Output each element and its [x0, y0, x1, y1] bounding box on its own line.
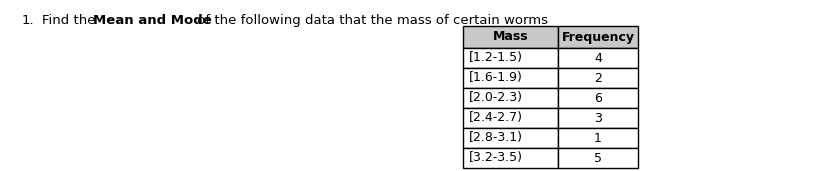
- Text: [2.8-3.1): [2.8-3.1): [468, 131, 523, 144]
- Bar: [462, 148, 557, 168]
- Text: [1.2-1.5): [1.2-1.5): [468, 51, 523, 64]
- Bar: [557, 108, 638, 128]
- Bar: [462, 26, 557, 48]
- Bar: [557, 148, 638, 168]
- Text: 6: 6: [593, 91, 601, 104]
- Text: 1: 1: [593, 131, 601, 144]
- Bar: [557, 48, 638, 68]
- Text: Mass: Mass: [492, 30, 528, 43]
- Text: [3.2-3.5): [3.2-3.5): [468, 152, 523, 165]
- Text: 5: 5: [593, 152, 601, 165]
- Bar: [462, 68, 557, 88]
- Bar: [557, 68, 638, 88]
- Bar: [462, 88, 557, 108]
- Text: 1.: 1.: [22, 14, 35, 27]
- Text: [2.0-2.3): [2.0-2.3): [468, 91, 523, 104]
- Text: Mean and Mode: Mean and Mode: [93, 14, 212, 27]
- Bar: [557, 26, 638, 48]
- Text: of the following data that the mass of certain worms: of the following data that the mass of c…: [193, 14, 547, 27]
- Bar: [557, 128, 638, 148]
- Bar: [557, 88, 638, 108]
- Text: Find the: Find the: [42, 14, 99, 27]
- Bar: [462, 48, 557, 68]
- Text: 2: 2: [593, 71, 601, 84]
- Bar: [462, 128, 557, 148]
- Text: [2.4-2.7): [2.4-2.7): [468, 111, 523, 124]
- Text: [1.6-1.9): [1.6-1.9): [468, 71, 522, 84]
- Text: 4: 4: [593, 51, 601, 64]
- Text: 3: 3: [593, 111, 601, 124]
- Text: Frequency: Frequency: [561, 30, 633, 43]
- Bar: [462, 108, 557, 128]
